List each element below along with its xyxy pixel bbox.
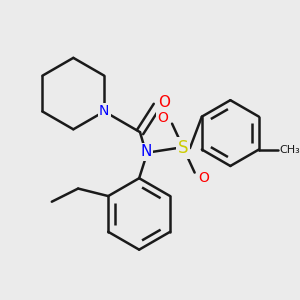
Text: N: N bbox=[140, 144, 152, 159]
Text: O: O bbox=[157, 111, 168, 125]
Text: O: O bbox=[199, 171, 209, 185]
Text: CH₃: CH₃ bbox=[280, 145, 300, 154]
Text: S: S bbox=[178, 139, 189, 157]
Text: O: O bbox=[158, 94, 170, 110]
Text: N: N bbox=[99, 104, 110, 118]
